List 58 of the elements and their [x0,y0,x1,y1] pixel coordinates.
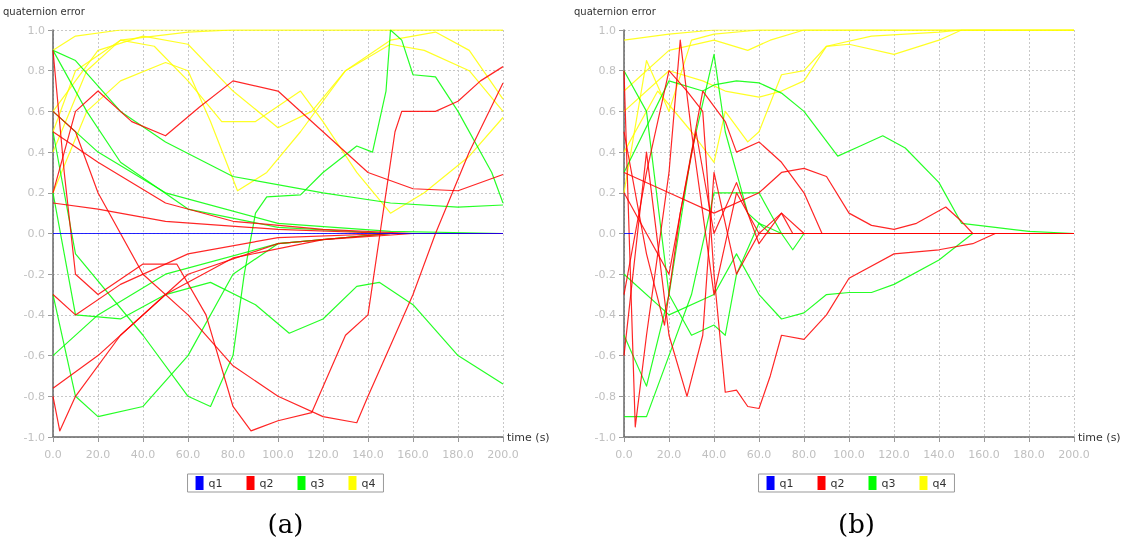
y-tick-label: -0.8 [23,389,45,403]
x-tick-label: 0.0 [615,448,633,461]
y-axis-title: quaternion error [574,5,657,17]
y-tick-label: -0.8 [594,389,616,403]
x-tick-label: 60.0 [746,448,772,461]
y-tick-label: -1.0 [23,430,45,444]
y-tick-label: -0.4 [23,308,45,322]
legend-label: q3 [881,476,896,490]
x-tick-label: 20.0 [656,448,682,461]
x-axis-title: time (s) [507,430,550,444]
legend-label: q1 [779,476,794,490]
y-tick-label: 0.4 [598,145,616,159]
y-tick-label: 0.4 [27,145,45,159]
y-tick-label: 0.6 [598,104,616,118]
legend-label: q2 [830,476,845,490]
x-tick-label: 180.0 [1013,448,1045,461]
x-tick-label: 80.0 [791,448,817,461]
text: (b) [838,509,875,539]
x-tick-label: 60.0 [175,448,201,461]
y-tick-label: 0.6 [27,104,45,118]
y-axis-title: quaternion error [3,5,86,17]
y-tick-label: 0.2 [598,186,616,200]
y-tick-label: 1.0 [598,23,616,37]
y-tick-label: -0.2 [594,267,616,281]
legend-label: q4 [361,476,376,490]
y-tick-label: -1.0 [594,430,616,444]
y-tick-label: -0.2 [23,267,45,281]
y-tick-label: 0.8 [27,64,45,78]
x-tick-label: 160.0 [968,448,1000,461]
x-tick-label: 160.0 [397,448,429,461]
x-tick-label: 140.0 [923,448,955,461]
y-tick-label: 0.0 [598,227,616,240]
legend-label: q2 [259,476,274,490]
x-axis-title: time (s) [1078,430,1121,444]
x-tick-label: 180.0 [442,448,474,461]
x-tick-label: 140.0 [352,448,384,461]
x-tick-label: 120.0 [307,448,339,461]
x-tick-label: 100.0 [262,448,294,461]
x-tick-label: 200.0 [487,448,519,461]
legend-label: q3 [310,476,325,490]
y-tick-label: 1.0 [27,23,45,37]
x-tick-label: 100.0 [833,448,865,461]
y-tick-label: -0.4 [594,308,616,322]
y-tick-label: 0.8 [598,64,616,78]
y-tick-label: 0.0 [27,227,45,240]
legend-label: q4 [932,476,947,490]
x-tick-label: 20.0 [85,448,111,461]
x-tick-label: 200.0 [1058,448,1090,461]
y-tick-label: 0.2 [27,186,45,200]
text: (a) [267,509,304,539]
x-tick-label: 0.0 [44,448,62,461]
x-tick-label: 120.0 [878,448,910,461]
x-tick-label: 40.0 [130,448,156,461]
y-tick-label: -0.6 [23,349,45,363]
x-tick-label: 40.0 [701,448,727,461]
legend-label: q1 [208,476,223,490]
x-tick-label: 80.0 [220,448,246,461]
y-tick-label: -0.6 [594,349,616,363]
